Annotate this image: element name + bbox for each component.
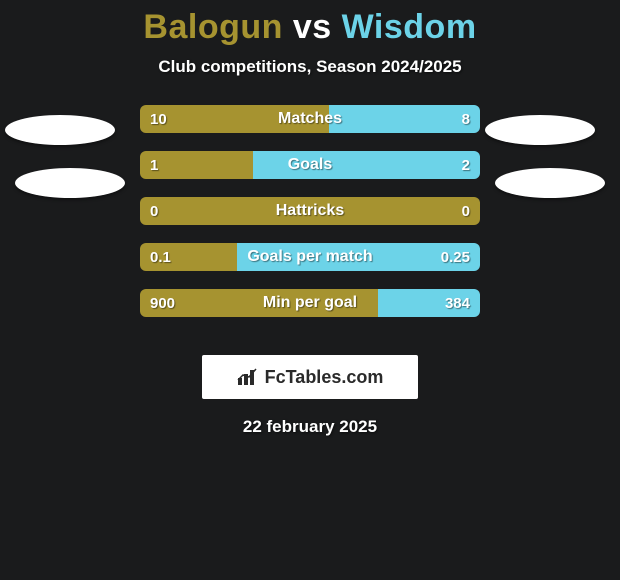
stats-arena: Matches108 Goals12 Hattricks00 Goals per ma… xyxy=(0,105,620,355)
bar-chart-icon xyxy=(237,368,259,386)
stat-row: Goals per match0.10.25 xyxy=(140,243,480,271)
right-badge-0 xyxy=(485,115,595,145)
title-vs: vs xyxy=(293,8,332,46)
subtitle: Club competitions, Season 2024/2025 xyxy=(0,57,620,77)
page-title: Balogun vs Wisdom xyxy=(0,0,620,47)
stat-bars: Matches108 Goals12 Hattricks00 Goals per ma… xyxy=(140,105,480,335)
date-label: 22 february 2025 xyxy=(0,417,620,437)
stat-bar-left xyxy=(140,197,480,225)
stat-row: Hattricks00 xyxy=(140,197,480,225)
right-badge-1 xyxy=(495,168,605,198)
comparison-card: Balogun vs Wisdom Club competitions, Sea… xyxy=(0,0,620,580)
brand-badge: FcTables.com xyxy=(202,355,418,399)
left-badge-1 xyxy=(15,168,125,198)
stat-bar-right xyxy=(253,151,480,179)
stat-bar-left xyxy=(140,243,237,271)
player-right-name: Wisdom xyxy=(342,8,477,46)
stat-bar-left xyxy=(140,105,329,133)
stat-row: Goals12 xyxy=(140,151,480,179)
stat-bar-left xyxy=(140,289,378,317)
stat-bar-right xyxy=(378,289,480,317)
left-badge-0 xyxy=(5,115,115,145)
stat-bar-right xyxy=(237,243,480,271)
stat-bar-left xyxy=(140,151,253,179)
stat-row: Matches108 xyxy=(140,105,480,133)
stat-row: Min per goal900384 xyxy=(140,289,480,317)
brand-text: FcTables.com xyxy=(265,367,384,388)
player-left-name: Balogun xyxy=(143,8,282,46)
stat-bar-right xyxy=(329,105,480,133)
